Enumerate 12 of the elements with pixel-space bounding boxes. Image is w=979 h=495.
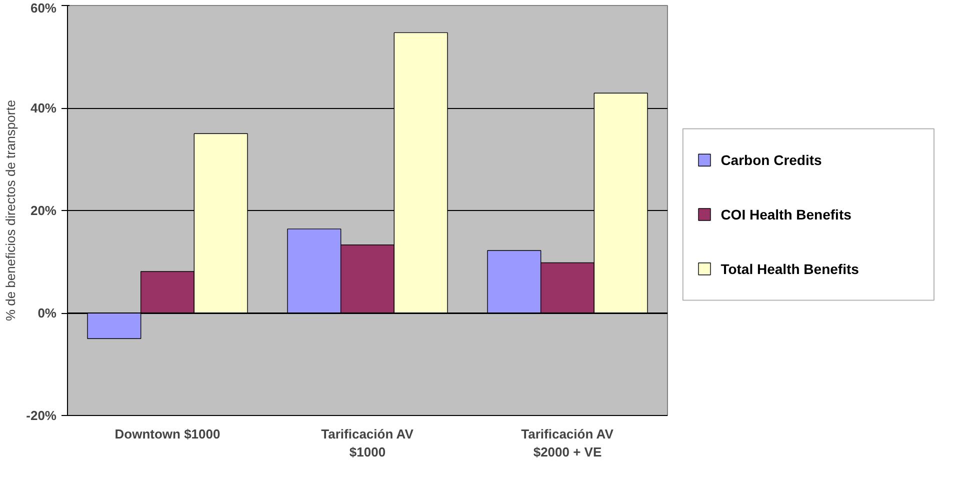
y-axis-title: % de beneficios directos de transporte — [3, 100, 18, 322]
legend-label: Total Health Benefits — [720, 260, 860, 277]
x-tick-label: Downtown $1000 — [114, 426, 220, 442]
y-tick-label: 40% — [30, 100, 57, 116]
y-tick-label: 0% — [38, 306, 57, 320]
y-tick-label: 60% — [30, 0, 57, 16]
y-tick-label: 20% — [30, 203, 57, 218]
legend-label: Carbon Credits — [720, 152, 822, 168]
x-tick-label: Tarificación AV $1000 — [321, 426, 414, 460]
y-tick-label: -20% — [26, 408, 57, 423]
x-tick-label: Tarificación AV $2000 + VE — [521, 426, 614, 460]
legend-label: COI Health Benefits — [720, 206, 852, 222]
